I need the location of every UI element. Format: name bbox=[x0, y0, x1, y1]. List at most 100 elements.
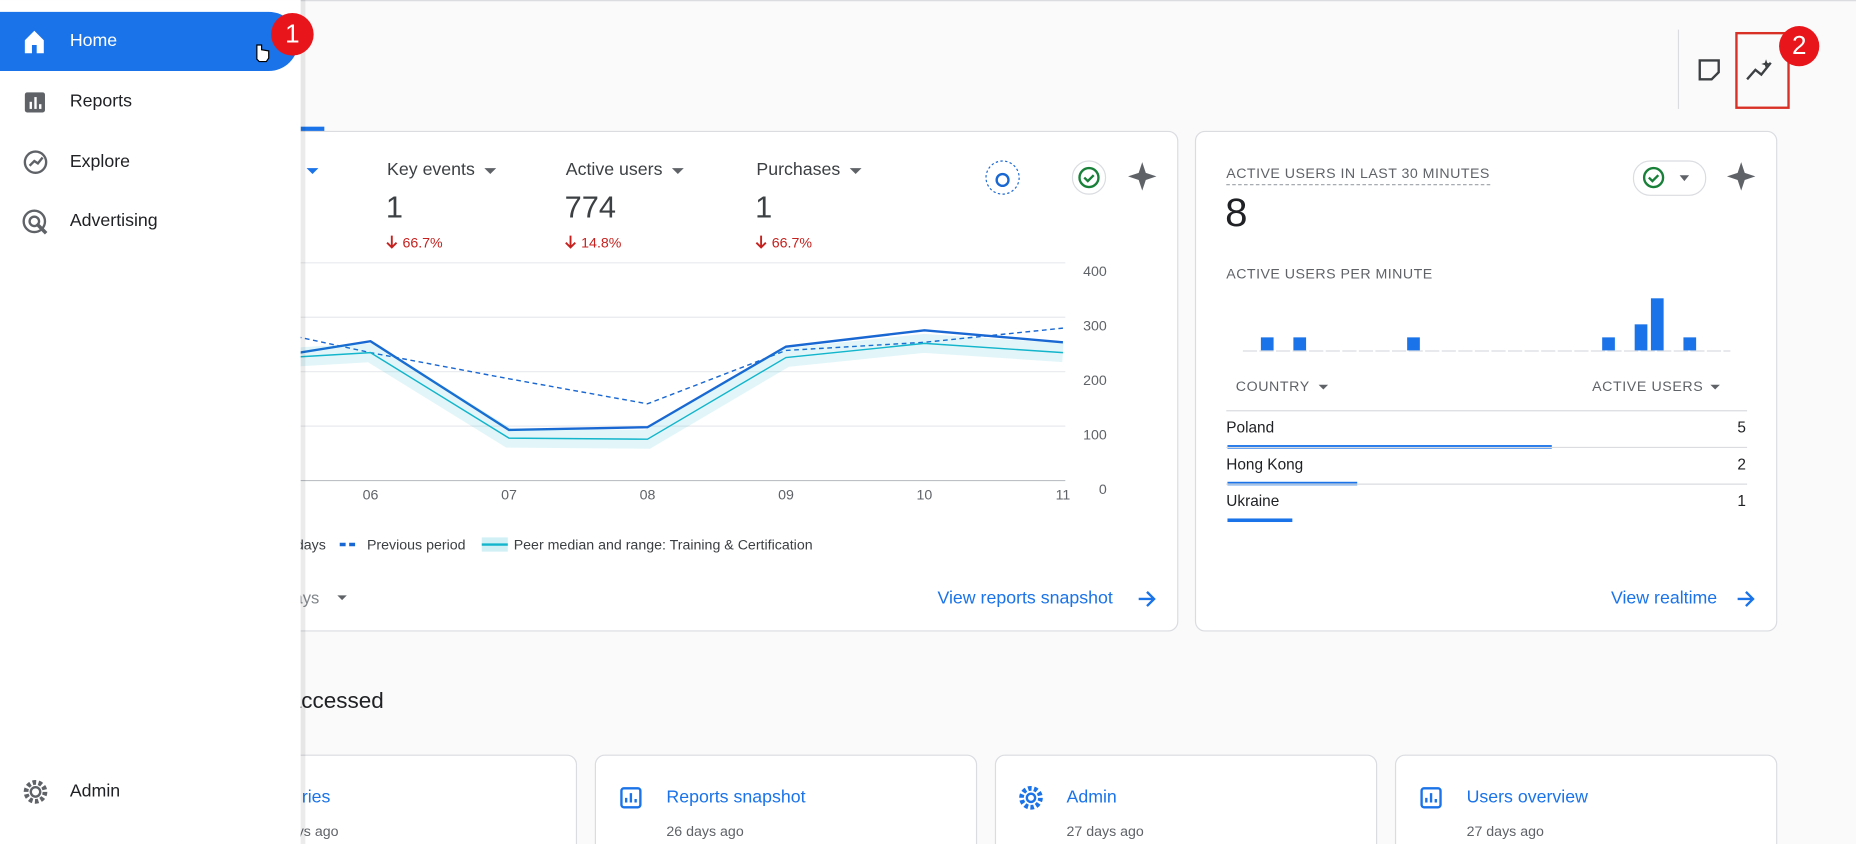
admin-icon bbox=[23, 780, 48, 804]
metric-change: 14.8% bbox=[581, 236, 622, 252]
explore-icon bbox=[23, 150, 48, 175]
y-tick-label: 300 bbox=[1083, 318, 1107, 334]
sparkle-icon[interactable] bbox=[1128, 162, 1157, 191]
metric-name[interactable]: Key events bbox=[387, 159, 475, 179]
column-header[interactable]: ACTIVE USERS bbox=[1592, 379, 1703, 395]
sidebar-panel bbox=[0, 0, 301, 844]
card-icon bbox=[1420, 787, 1442, 809]
x-tick-label: 08 bbox=[640, 488, 656, 504]
dropdown-arrow bbox=[849, 168, 862, 175]
y-tick-label: 200 bbox=[1083, 373, 1107, 389]
dropdown-arrow bbox=[306, 168, 319, 175]
card-icon bbox=[1425, 793, 1437, 803]
x-tick-label: 09 bbox=[778, 488, 794, 504]
legend-label: Previous period bbox=[367, 537, 466, 553]
country-name: Poland bbox=[1226, 420, 1274, 437]
series-line bbox=[231, 329, 1064, 432]
dropdown-arrow bbox=[337, 595, 347, 601]
status-pill[interactable] bbox=[1632, 160, 1707, 196]
legend-label: days bbox=[296, 537, 326, 553]
recent-card[interactable] bbox=[594, 754, 978, 844]
highlight-box bbox=[1735, 31, 1790, 109]
benchmark-icon[interactable] bbox=[985, 160, 1020, 195]
sparkle-icon[interactable] bbox=[1726, 162, 1756, 191]
view-link[interactable]: View realtime bbox=[1611, 588, 1717, 608]
realtime-value: 8 bbox=[1225, 190, 1247, 235]
series-line bbox=[231, 342, 1063, 440]
bar bbox=[1602, 337, 1615, 351]
nav-selected-bg bbox=[0, 11, 299, 72]
recent-time: ays ago bbox=[289, 824, 339, 840]
realtime-card bbox=[1194, 130, 1778, 632]
dropdown-arrow bbox=[1318, 384, 1329, 390]
insights-icon[interactable] bbox=[1746, 59, 1772, 81]
y-tick-label: 100 bbox=[1083, 427, 1107, 443]
card-icon bbox=[624, 793, 637, 803]
chart-subtitle: ACTIVE USERS PER MINUTE bbox=[1226, 266, 1432, 282]
country-name: Hong Kong bbox=[1226, 456, 1303, 473]
column-header[interactable]: COUNTRY bbox=[1236, 379, 1310, 395]
x-tick-label: 11 bbox=[1056, 488, 1071, 504]
section-title: accessed bbox=[289, 688, 384, 713]
nav-item[interactable]: Explore bbox=[70, 151, 130, 171]
minute-chart bbox=[1242, 298, 1731, 352]
nav-item[interactable]: Admin bbox=[70, 781, 120, 801]
dropdown-arrow bbox=[1710, 384, 1720, 390]
metric-name[interactable]: Purchases bbox=[756, 159, 840, 179]
nav-item[interactable]: Advertising bbox=[70, 210, 158, 230]
recent-name[interactable]: Admin bbox=[1066, 787, 1116, 807]
recent-name[interactable]: Users overview bbox=[1467, 787, 1589, 807]
y-tick-label: 0 bbox=[1099, 482, 1107, 498]
country-value: 5 bbox=[1737, 420, 1746, 437]
bar bbox=[1634, 324, 1648, 351]
y-tick-label: 400 bbox=[1083, 264, 1107, 280]
dropdown-arrow bbox=[671, 168, 684, 175]
annotation-badge bbox=[271, 13, 314, 56]
x-tick-label: 10 bbox=[917, 488, 933, 504]
home-icon bbox=[24, 30, 44, 54]
view-link[interactable]: View reports snapshot bbox=[937, 588, 1112, 608]
recent-name[interactable]: Reports snapshot bbox=[666, 787, 805, 807]
country-name: Ukraine bbox=[1226, 493, 1279, 510]
notes-icon[interactable] bbox=[1698, 59, 1720, 81]
metric-change: 66.7% bbox=[772, 236, 813, 252]
metric-value: 774 bbox=[565, 190, 616, 225]
bar bbox=[1683, 337, 1697, 351]
dropdown-arrow bbox=[484, 168, 497, 175]
metric-value: 1 bbox=[755, 190, 772, 225]
advertising-icon bbox=[22, 209, 48, 235]
link-arrow bbox=[1138, 591, 1156, 607]
nav-item[interactable]: Reports bbox=[70, 91, 132, 111]
recent-card[interactable] bbox=[994, 754, 1378, 844]
line-chart: 0 100 200 300 400 06 07 08 09 10 11 days Previous pe… bbox=[177, 262, 1107, 553]
card-icon bbox=[1019, 785, 1043, 810]
metric-value: 1 bbox=[386, 190, 403, 225]
legend-label: Peer median and range: Training & Certif… bbox=[514, 537, 813, 553]
country-value: 2 bbox=[1737, 456, 1746, 473]
card-icon bbox=[1025, 792, 1037, 804]
bar bbox=[1293, 337, 1307, 351]
reports-icon bbox=[24, 92, 45, 113]
country-bar bbox=[1227, 518, 1293, 523]
recent-card[interactable] bbox=[1394, 754, 1778, 844]
down-arrow bbox=[386, 235, 398, 249]
cursor bbox=[256, 44, 270, 63]
card-icon bbox=[620, 787, 642, 809]
recent-time: 26 days ago bbox=[666, 824, 743, 840]
status-icon[interactable] bbox=[1071, 160, 1107, 195]
annotation-number: 2 bbox=[1792, 30, 1806, 60]
down-arrow bbox=[565, 235, 576, 249]
tab-indicator bbox=[300, 126, 325, 134]
recent-name[interactable]: ries bbox=[302, 787, 331, 807]
metric-name[interactable]: Active users bbox=[566, 159, 663, 179]
nav-item[interactable]: Home bbox=[70, 30, 117, 50]
country-value: 1 bbox=[1737, 493, 1746, 510]
recent-time: 27 days ago bbox=[1467, 824, 1544, 840]
bar bbox=[1260, 337, 1274, 351]
recent-time: 27 days ago bbox=[1066, 824, 1143, 840]
link-arrow bbox=[1737, 591, 1755, 607]
annotation-badge bbox=[1779, 26, 1820, 67]
